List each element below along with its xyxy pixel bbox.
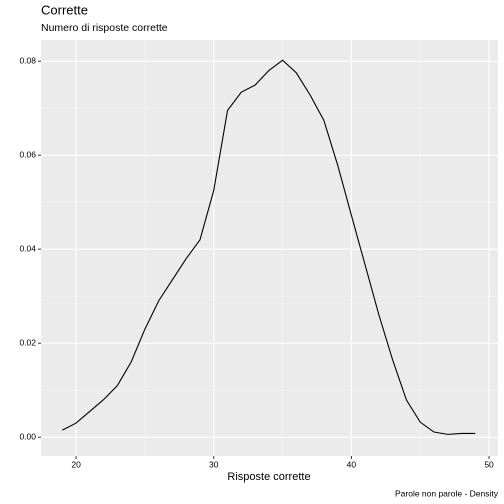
x-axis-label: Risposte corrette: [227, 471, 310, 483]
y-tick-label: 0.02: [19, 337, 36, 347]
grid: [41, 40, 498, 456]
density-line: [62, 59, 476, 435]
x-tick-label: 50: [484, 459, 494, 469]
caption: Parole non parole - Density: [395, 488, 499, 498]
chart-title: Corrette: [41, 2, 88, 17]
y-tick-label: 0.00: [19, 431, 36, 441]
y-tick-label: 0.04: [19, 243, 36, 253]
x-tick-label: 40: [347, 459, 357, 469]
chart-subtitle: Numero di risposte corrette: [41, 22, 168, 34]
panel: [41, 40, 498, 456]
y-tick-label: 0.06: [19, 149, 36, 159]
x-tick-label: 20: [71, 459, 81, 469]
y-tick-label: 0.08: [19, 55, 36, 65]
x-tick-label: 30: [209, 459, 219, 469]
